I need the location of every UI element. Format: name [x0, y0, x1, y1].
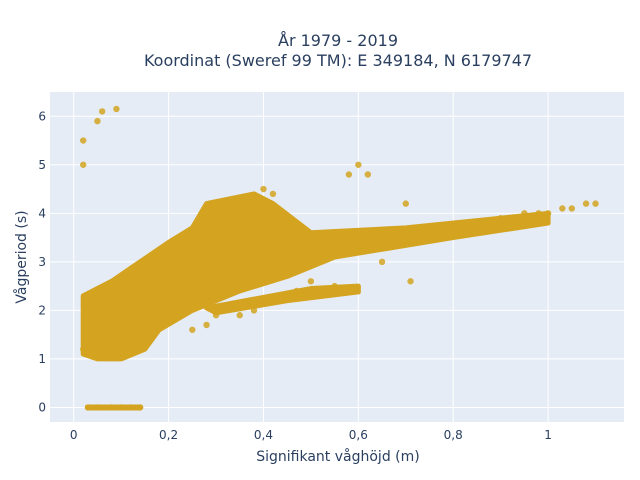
- scatter-point: [212, 253, 220, 261]
- scatter-point: [355, 234, 362, 241]
- scatter-point: [260, 248, 267, 256]
- y-tick-label: 4: [38, 206, 46, 220]
- scatter-point: [473, 219, 481, 227]
- scatter-point: [189, 326, 196, 333]
- scatter-point: [203, 321, 210, 329]
- scatter-point: [113, 302, 120, 309]
- scatter-point: [141, 282, 149, 290]
- scatter-point: [426, 229, 433, 236]
- scatter-point: [155, 278, 163, 285]
- y-tick-label: 0: [38, 400, 46, 414]
- scatter-point: [269, 190, 277, 198]
- scatter-point: [402, 229, 409, 236]
- scatter-point: [108, 404, 115, 411]
- scatter-point: [236, 312, 243, 319]
- scatter-point: [250, 248, 258, 256]
- scatter-point: [212, 312, 220, 319]
- scatter-point: [331, 239, 338, 246]
- scatter-point: [293, 287, 300, 295]
- scatter-point: [559, 205, 566, 212]
- scatter-point: [80, 161, 87, 168]
- scatter-point: [345, 171, 353, 178]
- scatter-point: [592, 200, 599, 207]
- chart-title-line1: År 1979 - 2019: [278, 31, 398, 50]
- scatter-point: [122, 297, 130, 304]
- scatter-point: [283, 244, 291, 251]
- scatter-point: [521, 210, 528, 217]
- y-tick-label: 5: [38, 158, 46, 172]
- scatter-point: [345, 239, 353, 246]
- x-tick-label: 0,6: [349, 428, 368, 442]
- scatter-point: [113, 105, 120, 113]
- scatter-point: [355, 161, 362, 168]
- scatter-point: [464, 219, 471, 227]
- scatter-point: [117, 404, 125, 411]
- x-tick-label: 0,4: [254, 428, 273, 442]
- scatter-point: [165, 273, 172, 280]
- scatter-point: [174, 268, 182, 275]
- chart-title-line2: Koordinat (Sweref 99 TM): E 349184, N 61…: [144, 51, 532, 70]
- scatter-point: [94, 117, 101, 125]
- scatter-point: [544, 210, 552, 217]
- y-tick-label: 1: [38, 352, 46, 366]
- scatter-point: [283, 292, 291, 300]
- scatter-point: [535, 210, 542, 217]
- x-axis-ticks: 0 0,2 0,4 0,6 0,8 1: [70, 428, 552, 442]
- scatter-point: [369, 234, 376, 241]
- scatter-point: [307, 278, 315, 285]
- scatter-point: [426, 234, 433, 241]
- scatter-point: [80, 137, 87, 144]
- scatter-point: [378, 234, 386, 241]
- scatter-point: [331, 282, 338, 290]
- scatter-point: [307, 239, 315, 246]
- scatter-point: [98, 108, 106, 115]
- scatter-point: [364, 171, 372, 178]
- scatter-point: [440, 224, 447, 232]
- scatter-point: [103, 307, 111, 314]
- scatter-point: [378, 258, 386, 266]
- y-axis-title: Vågperiod (s): [13, 210, 30, 303]
- x-tick-label: 0: [70, 428, 78, 442]
- scatter-points: [80, 105, 599, 411]
- scatter-point: [407, 278, 414, 285]
- scatter-point: [94, 316, 101, 324]
- scatter-point: [84, 404, 92, 411]
- scatter-point: [582, 200, 590, 207]
- scatter-point: [497, 214, 504, 222]
- scatter-point: [317, 239, 324, 246]
- scatter-point: [80, 346, 87, 353]
- scatter-point: [260, 185, 267, 193]
- scatter-point: [568, 205, 576, 212]
- y-tick-label: 6: [38, 109, 46, 123]
- scatter-point: [136, 404, 144, 411]
- scatter-point: [274, 244, 281, 251]
- scatter-point: [89, 331, 96, 338]
- scatter-point: [94, 404, 101, 411]
- scatter-point: [127, 404, 134, 411]
- scatter-point: [250, 307, 258, 314]
- scatter-point: [450, 224, 457, 232]
- scatter-point: [236, 248, 243, 256]
- scatter-point: [298, 244, 305, 251]
- y-axis-ticks: 0 1 2 3 4 5 6: [38, 109, 46, 414]
- scatter-point: [189, 263, 196, 270]
- x-tick-label: 0,2: [159, 428, 178, 442]
- x-tick-label: 1: [544, 428, 552, 442]
- scatter-point: [227, 253, 234, 261]
- y-tick-label: 3: [38, 255, 46, 269]
- x-tick-label: 0,8: [444, 428, 463, 442]
- scatter-point: [416, 229, 424, 236]
- scatter-point: [511, 214, 519, 222]
- x-axis-title: Signifikant våghöjd (m): [256, 448, 419, 465]
- scatter-point: [402, 200, 409, 207]
- scatter-point: [393, 234, 400, 241]
- y-tick-label: 2: [38, 303, 46, 317]
- scatter-point: [132, 292, 139, 300]
- scatter-point: [203, 258, 210, 266]
- scatter-point: [487, 219, 495, 227]
